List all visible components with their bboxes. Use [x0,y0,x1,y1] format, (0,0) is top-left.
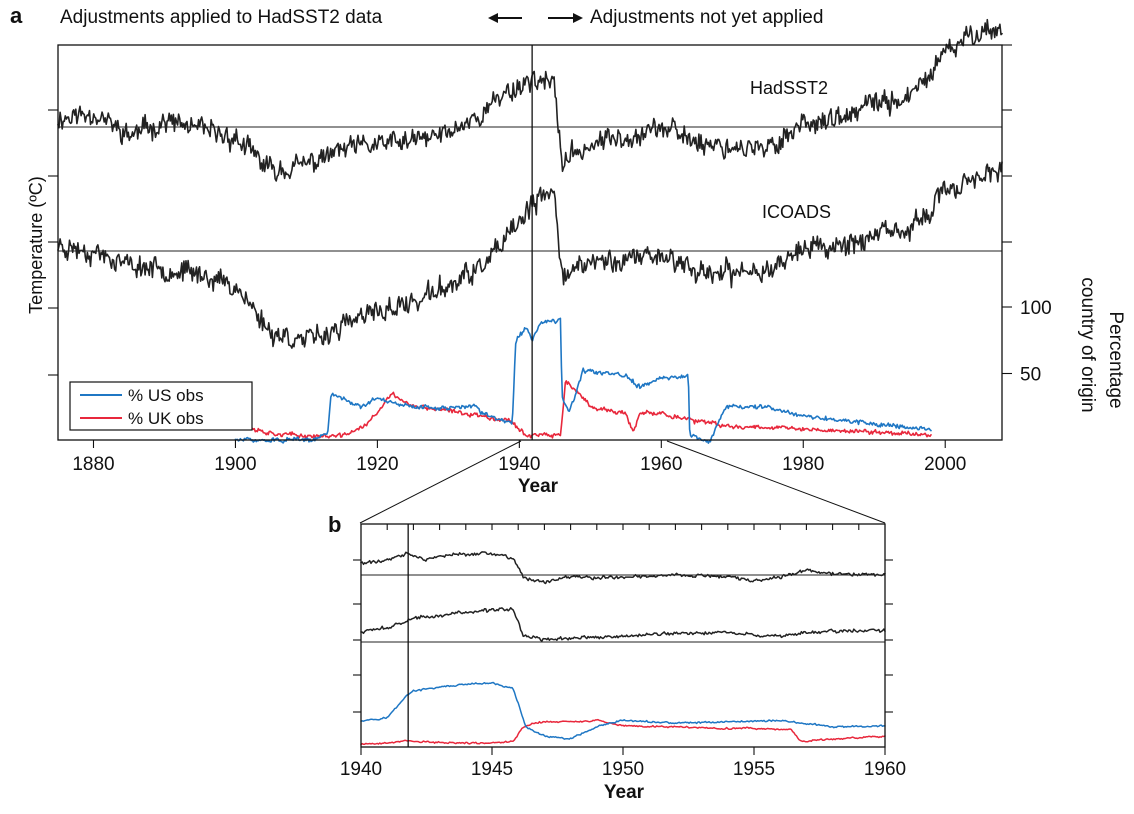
panel-b-us-obs-line [360,681,886,740]
panel-a-x-tick-label: 1920 [356,454,398,475]
panel-a-x-tick-label: 2000 [924,454,966,475]
arrow-right-icon [548,13,583,23]
legend-us-label: % US obs [128,386,204,405]
panel-b-uk-obs-line [360,718,886,746]
panel-a-hadsst2-line [57,18,1003,182]
panel-a-hadsst-label: HadSST2 [750,78,828,98]
panel-a-y2-tick-label: 50 [1020,365,1041,386]
panel-a-x-tick-label: 1960 [640,454,682,475]
panel-a-frame [57,44,1003,441]
panel-a-series-group [57,18,1003,444]
panel-a-x-axis-title: Year [518,476,559,497]
panel-b-x-axis-title: Year [604,782,645,803]
panel-a-right-axis: 50 100 [1002,44,1052,386]
legend-uk-label: % UK obs [128,409,204,428]
panel-a-y2-axis-title-line2: country of origin [1077,277,1098,412]
panel-a-legend: % US obs % UK obs [69,381,253,431]
panel-b-letter: b [328,512,341,537]
panel-a-y2-axis-title-line1: Percentage [1105,311,1126,408]
panel-b-x-axis: 1940 1945 1950 1955 1960 [340,524,906,780]
header-left-text: Adjustments applied to HadSST2 data [60,7,383,28]
panel-a-x-axis: 1880 1900 1920 1940 1960 1980 2000 [72,440,966,475]
arrow-left-icon [488,13,522,23]
panel-a-y-axis-ticks [48,109,58,376]
panel-a-icoads-line [57,161,1003,349]
panel-a-x-tick-label: 1900 [214,454,256,475]
panel-a-x-tick-label: 1980 [782,454,824,475]
panel-a-y-axis-title: Temperature (ºC) [26,176,46,314]
panel-b-x-tick-label: 1940 [340,759,382,780]
panel-a-x-tick-label: 1940 [498,454,540,475]
zoom-connector-right [666,440,886,524]
panel-b-x-tick-label: 1945 [471,759,513,780]
panel-a: 1880 1900 1920 1940 1960 1980 2000 50 100 HadSS… [26,18,1126,497]
panel-b-x-tick-label: 1955 [733,759,775,780]
panel-b-hadsst2-line [360,551,886,585]
panel-a-x-tick-label: 1880 [72,454,114,475]
panel-b-icoads-line [360,607,886,642]
panel-b-x-tick-label: 1950 [602,759,644,780]
panel-b-series-group [360,551,886,746]
legend-box [69,381,253,431]
panel-a-us-obs-line [234,317,932,444]
panel-b-x-tick-label: 1960 [864,759,906,780]
header-right-text: Adjustments not yet applied [590,7,823,28]
panel-a-letter: a [10,3,23,28]
panel-b: 1940 1945 1950 1955 1960 Year [340,523,906,803]
panel-a-uk-obs-line [234,380,932,440]
zoom-connector-left [359,440,522,524]
panel-b-frame [360,523,886,748]
panel-a-icoads-label: ICOADS [762,202,831,222]
panel-b-y-axis-ticks [353,559,893,713]
panel-a-y2-tick-label: 100 [1020,298,1052,319]
